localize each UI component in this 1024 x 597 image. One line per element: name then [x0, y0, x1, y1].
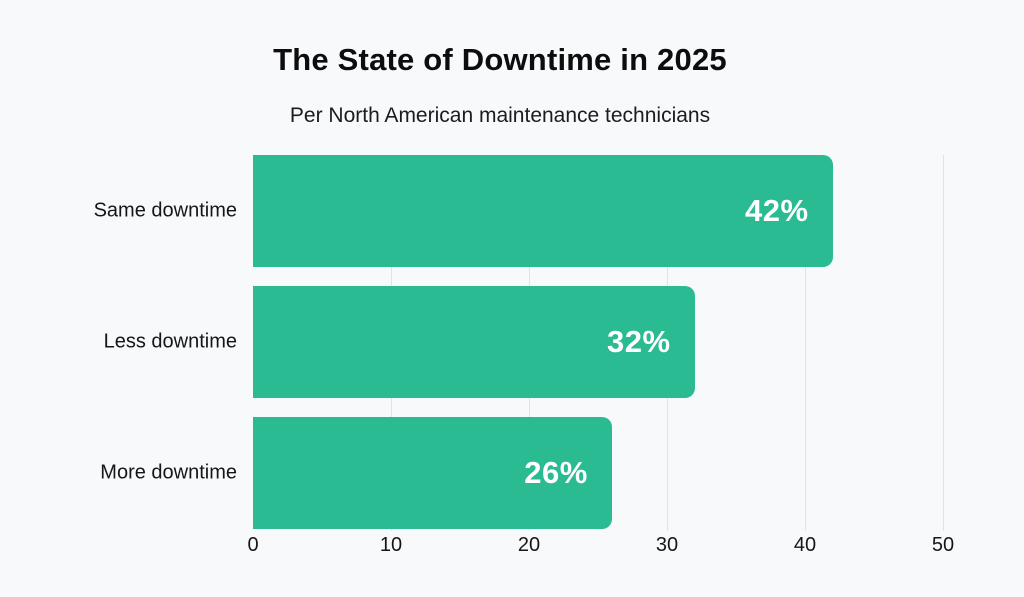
bar-value-label: 42%	[745, 193, 809, 228]
bar: 26%	[253, 417, 612, 529]
chart-subtitle: Per North American maintenance technicia…	[289, 104, 711, 127]
x-axis-tick-label: 30	[655, 534, 679, 556]
category-label: More downtime	[100, 461, 237, 484]
bar-value-label: 26%	[524, 455, 588, 490]
bar-value-label: 32%	[607, 324, 671, 359]
plot-area: Same downtime 42% Less downtime 32% More dow…	[0, 155, 1024, 531]
x-axis-tick-label: 20	[517, 534, 541, 556]
x-axis-tick-label: 0	[247, 534, 259, 556]
x-axis-tick-label: 10	[379, 534, 403, 556]
category-label: Less downtime	[103, 330, 237, 353]
bar-row: Same downtime 42%	[0, 155, 1024, 267]
category-label: Same downtime	[93, 199, 237, 222]
bar-row: More downtime 26%	[0, 417, 1024, 529]
bar-row: Less downtime 32%	[0, 286, 1024, 398]
x-axis-tick-label: 50	[931, 534, 955, 556]
gridline	[805, 155, 806, 531]
bar: 42%	[253, 155, 833, 267]
chart-title: The State of Downtime in 2025	[273, 42, 727, 77]
x-axis-tick-label: 40	[793, 534, 817, 556]
bar: 32%	[253, 286, 695, 398]
gridline	[943, 155, 944, 531]
